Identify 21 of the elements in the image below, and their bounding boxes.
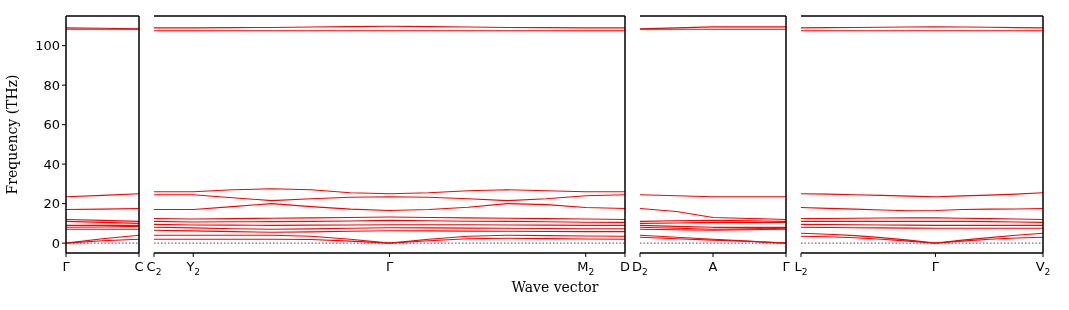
x-tick-label: V$_{2}$: [1035, 259, 1051, 277]
y-tick-label: 100: [35, 38, 60, 54]
x-tick-label: Γ: [931, 259, 940, 274]
x-tick-label: M$_{2}$: [577, 259, 595, 277]
y-tick-label: 40: [43, 156, 60, 172]
x-axis-title: Wave vector: [510, 279, 600, 295]
x-tick-label: A: [708, 259, 718, 274]
x-tick-label: C: [134, 259, 144, 274]
y-tick-label: 60: [43, 117, 60, 133]
x-tick-label: Γ: [782, 259, 791, 274]
x-tick-label: Γ: [62, 259, 71, 274]
x-tick-label: C$_{2}$: [146, 259, 162, 277]
x-tick-label: Γ: [385, 259, 394, 274]
x-tick-label: D$_{2}$: [632, 259, 648, 277]
x-tick-label: L$_{2}$: [794, 259, 808, 277]
y-tick-label: 0: [51, 235, 60, 251]
y-tick-label: 80: [43, 77, 60, 93]
y-axis-title: Frequency (THz): [3, 74, 20, 195]
x-tick-label: D: [619, 259, 631, 274]
x-tick-label: Y$_{2}$: [185, 259, 201, 277]
y-tick-label: 20: [43, 196, 60, 212]
